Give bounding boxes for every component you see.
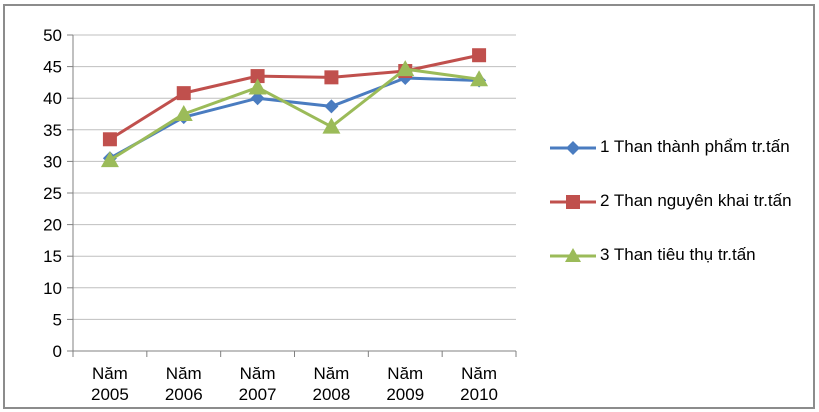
legend: 1 Than thành phẩm tr.tấn 2 Than nguyên k… <box>548 136 813 298</box>
data-point-s2-0 <box>102 132 117 147</box>
data-point-s3-4 <box>396 60 415 77</box>
y-tick-label-50: 50 <box>43 26 62 45</box>
x-tick-label-2: Năm 2007 <box>239 364 277 404</box>
x-tick-label-0: Năm 2005 <box>91 364 129 404</box>
legend-item-series-1: 1 Than thành phẩm tr.tấn <box>548 136 813 190</box>
data-point-s3-2 <box>248 78 267 95</box>
y-tick-label-15: 15 <box>43 247 62 266</box>
data-point-s3-0 <box>100 151 119 168</box>
y-tick-label-10: 10 <box>43 279 62 298</box>
data-point-s2-5 <box>472 48 487 63</box>
series-line-3 <box>109 67 480 162</box>
y-tick-label-5: 5 <box>53 310 62 329</box>
x-tick-label-3: Năm 2008 <box>313 364 351 404</box>
y-tick-label-20: 20 <box>43 216 62 235</box>
legend-label-series-3: 3 Than tiêu thụ tr.tấn <box>600 245 756 264</box>
data-point-s2-3 <box>324 70 339 85</box>
y-tick-label-45: 45 <box>43 58 62 77</box>
legend-label-series-1: 1 Than thành phẩm tr.tấn <box>600 137 790 156</box>
data-point-s1-3 <box>324 99 339 114</box>
axes: 0 5 10 15 20 25 30 35 40 45 50 Năm 2005 Năm 2006 Năm 200… <box>43 26 517 404</box>
series-lines <box>100 48 489 168</box>
y-tick-label-35: 35 <box>43 121 62 140</box>
series-line-2 <box>109 53 480 141</box>
gridlines <box>73 34 516 320</box>
y-tick-label-40: 40 <box>43 89 62 108</box>
y-tick-label-25: 25 <box>43 184 62 203</box>
legend-label-series-2: 2 Than nguyên khai tr.tấn <box>600 191 792 210</box>
data-point-s3-1 <box>174 105 193 121</box>
data-point-s3-5 <box>470 70 489 87</box>
y-tick-label-0: 0 <box>53 342 62 361</box>
legend-swatch-series-3 <box>550 248 596 262</box>
y-tick-label-30: 30 <box>43 152 62 171</box>
data-point-s3-3 <box>322 117 341 134</box>
legend-item-series-3: 3 Than tiêu thụ tr.tấn <box>548 244 813 298</box>
x-tick-label-1: Năm 2006 <box>165 364 203 404</box>
legend-swatch-series-1 <box>550 141 596 155</box>
legend-swatch-series-2 <box>550 195 596 209</box>
data-point-s2-2 <box>250 69 265 84</box>
data-point-s1-2 <box>250 91 265 106</box>
x-tick-label-4: Năm 2009 <box>386 364 424 404</box>
series-line-1 <box>109 76 480 160</box>
legend-item-series-2: 2 Than nguyên khai tr.tấn <box>548 190 813 244</box>
x-tick-label-5: Năm 2010 <box>460 364 498 404</box>
data-point-s2-1 <box>176 86 191 101</box>
